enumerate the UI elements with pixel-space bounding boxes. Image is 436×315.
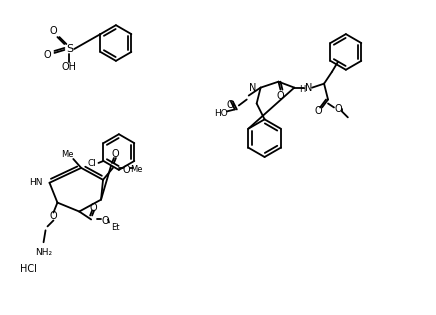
Text: O: O bbox=[276, 90, 284, 100]
Text: S: S bbox=[66, 44, 73, 54]
Text: O: O bbox=[44, 50, 51, 60]
Text: Cl: Cl bbox=[87, 159, 96, 169]
Text: Et: Et bbox=[111, 223, 119, 232]
Text: O: O bbox=[334, 105, 342, 114]
Text: O: O bbox=[314, 106, 322, 117]
Text: O: O bbox=[123, 165, 131, 175]
Text: NH₂: NH₂ bbox=[35, 248, 52, 257]
Text: N: N bbox=[304, 83, 312, 93]
Text: HCl: HCl bbox=[20, 264, 37, 274]
Text: O: O bbox=[226, 100, 234, 111]
Text: Me: Me bbox=[61, 150, 74, 158]
Text: O: O bbox=[50, 211, 57, 221]
Text: O: O bbox=[89, 203, 97, 213]
Text: H: H bbox=[299, 85, 306, 94]
Text: O: O bbox=[111, 149, 119, 159]
Text: OH: OH bbox=[62, 62, 77, 72]
Text: O: O bbox=[50, 26, 57, 36]
Text: O: O bbox=[101, 216, 109, 226]
Text: HN: HN bbox=[29, 178, 43, 187]
Text: N: N bbox=[249, 83, 256, 93]
Text: Me: Me bbox=[130, 165, 143, 175]
Text: HO: HO bbox=[214, 109, 228, 118]
